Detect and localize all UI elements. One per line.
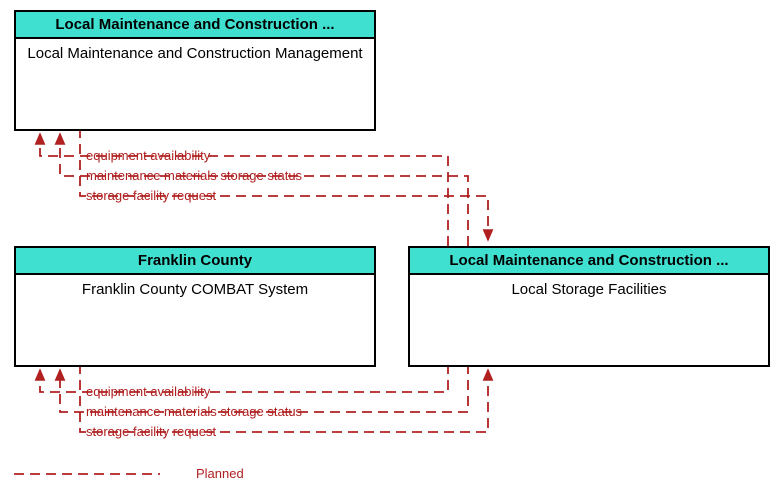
node-local-maintenance-mgmt[interactable]: Local Maintenance and Construction ... L… [14, 10, 376, 131]
edge-label-maint-materials-top: maintenance materials storage status [86, 168, 302, 183]
node-header: Local Maintenance and Construction ... [16, 12, 374, 37]
node-header: Local Maintenance and Construction ... [410, 248, 768, 273]
node-franklin-county-combat[interactable]: Franklin County Franklin County COMBAT S… [14, 246, 376, 367]
node-local-storage-facilities[interactable]: Local Maintenance and Construction ... L… [408, 246, 770, 367]
node-header: Franklin County [16, 248, 374, 273]
node-body: Local Storage Facilities [410, 273, 768, 365]
node-body: Local Maintenance and Construction Manag… [16, 37, 374, 129]
legend-planned-label: Planned [196, 466, 244, 481]
edge-label-storage-request-top: storage facility request [86, 188, 216, 203]
edge-label-storage-request-bottom: storage facility request [86, 424, 216, 439]
node-body: Franklin County COMBAT System [16, 273, 374, 365]
edge-label-equipment-availability-top: equipment availability [86, 148, 210, 163]
edge-label-maint-materials-bottom: maintenance materials storage status [86, 404, 302, 419]
edge-label-equipment-availability-bottom: equipment availability [86, 384, 210, 399]
